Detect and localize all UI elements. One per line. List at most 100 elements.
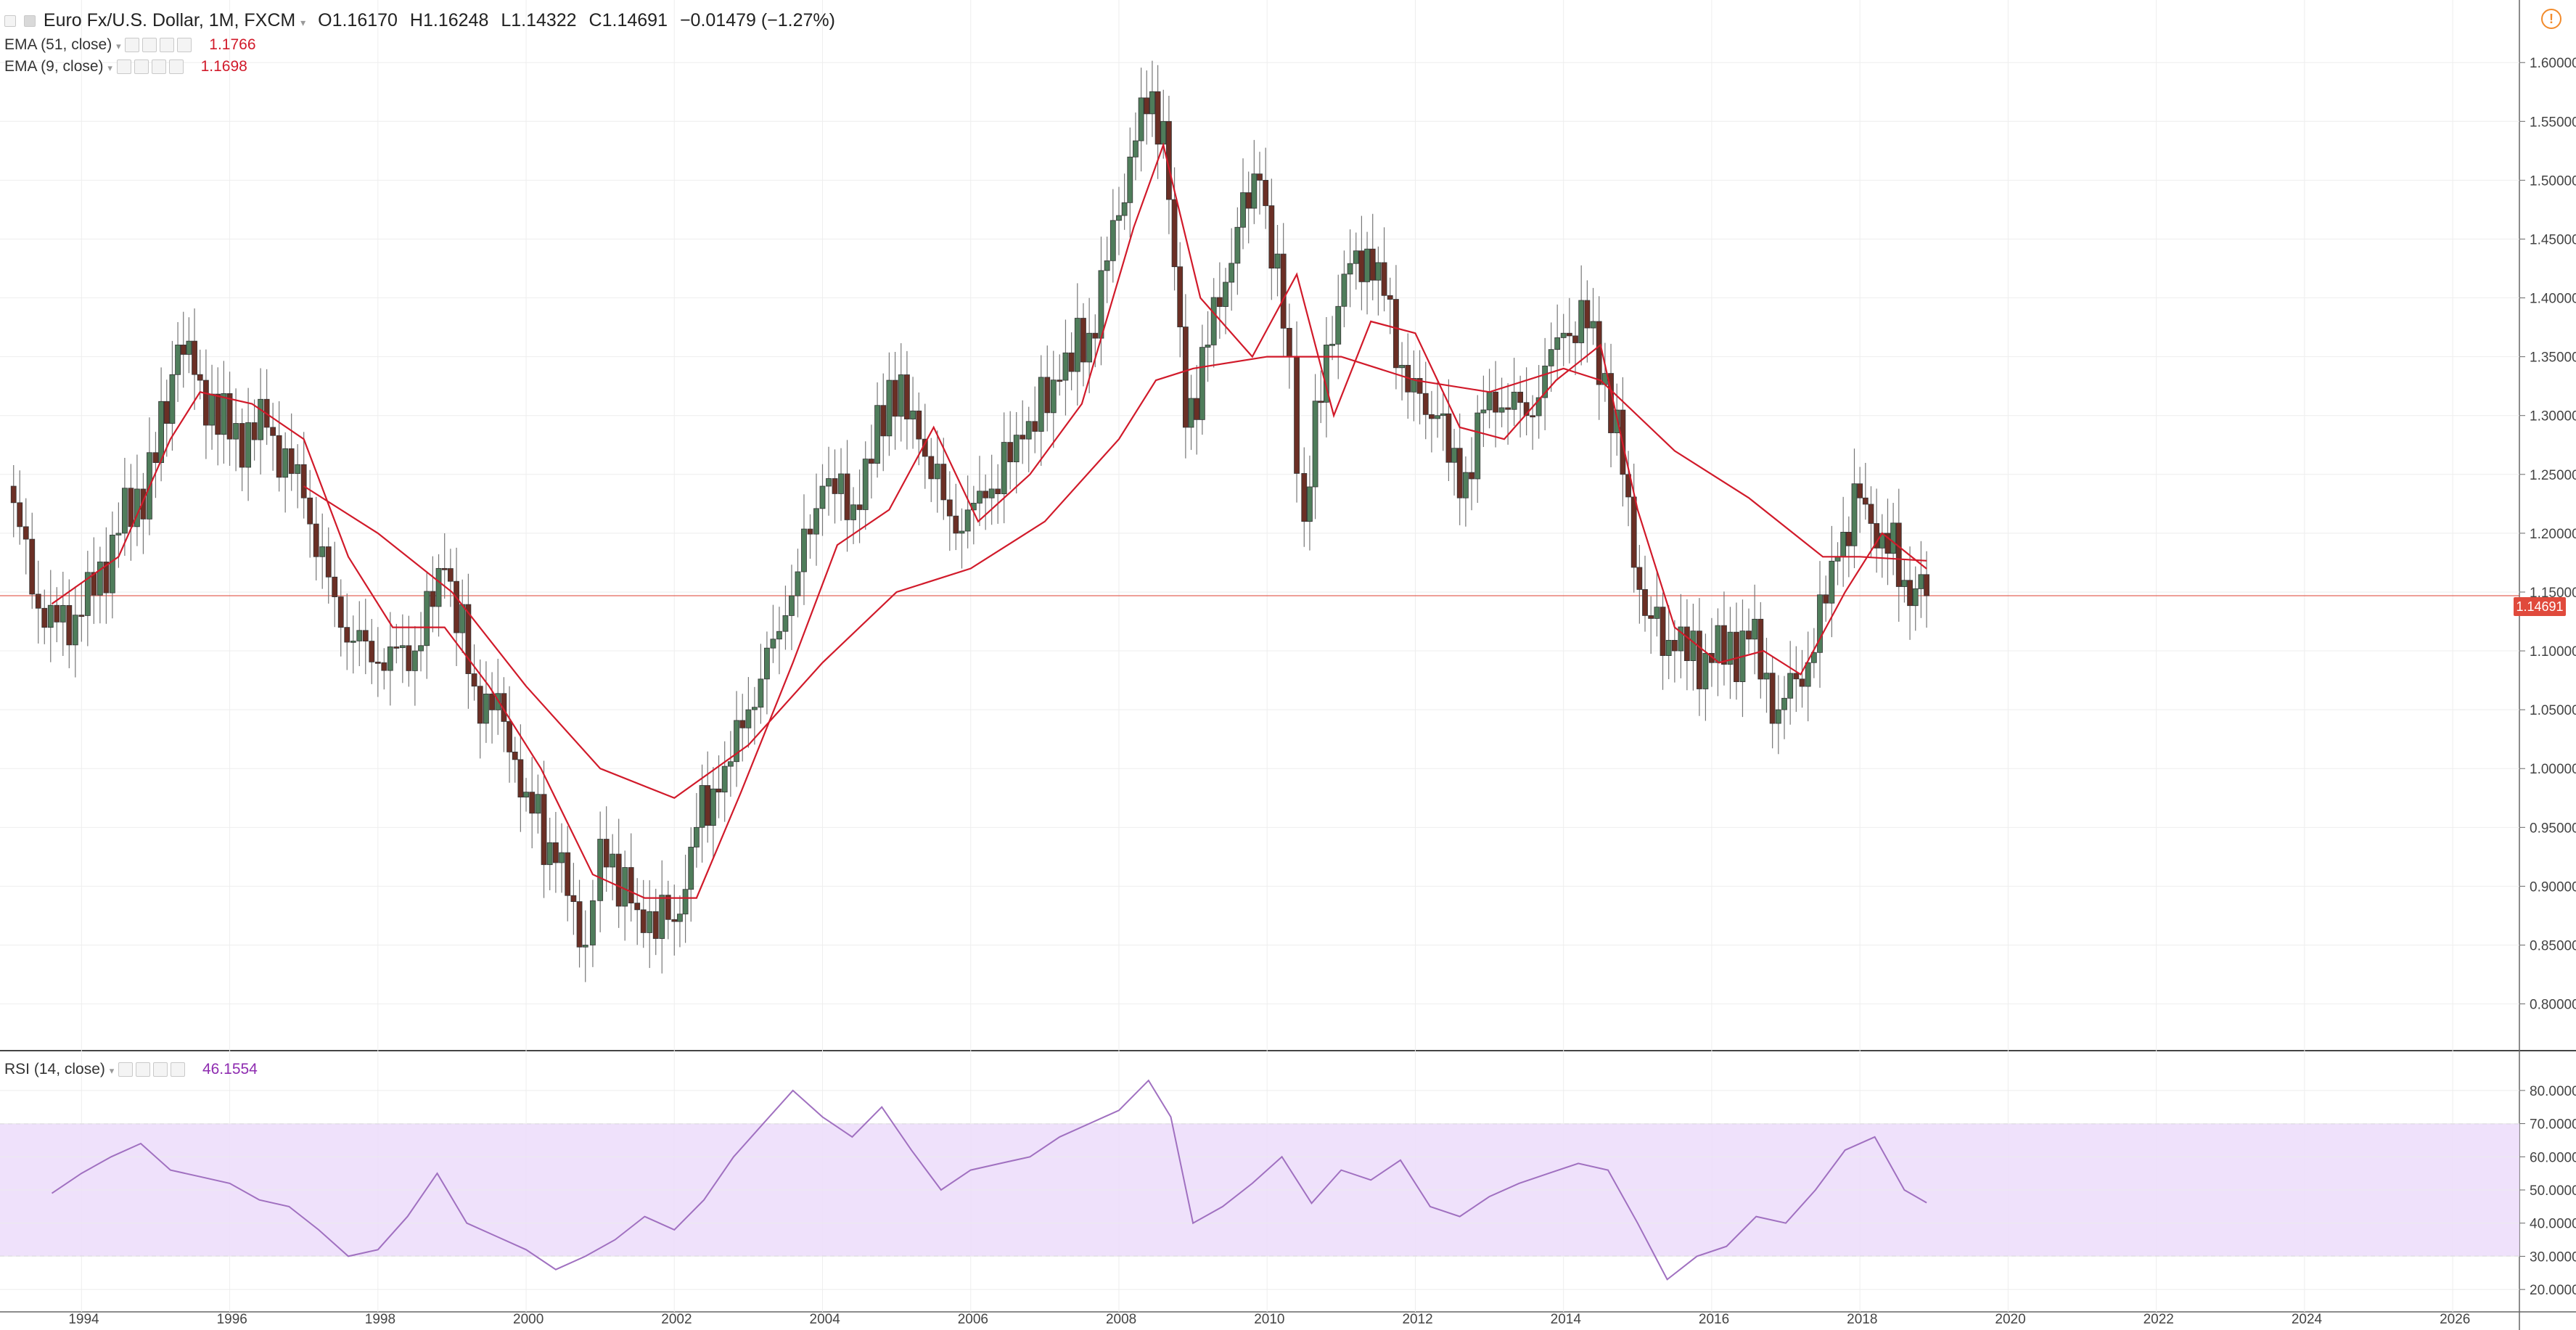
candle-body[interactable] — [1411, 378, 1417, 393]
candle-body[interactable] — [447, 568, 454, 582]
candle-body[interactable] — [764, 647, 770, 680]
candle-body[interactable] — [209, 393, 215, 426]
candle-body[interactable] — [694, 826, 700, 847]
candle-body[interactable] — [964, 509, 971, 532]
rsi-line[interactable] — [51, 1079, 1927, 1281]
candle-body[interactable] — [300, 464, 307, 498]
candle-body[interactable] — [97, 562, 103, 596]
chevron-down-icon[interactable]: ▾ — [109, 1065, 115, 1076]
candle-body[interactable] — [1901, 580, 1908, 587]
candle-body[interactable] — [109, 534, 115, 594]
candle-body[interactable] — [1560, 332, 1567, 338]
candle-body[interactable] — [1074, 318, 1080, 372]
candle-body[interactable] — [1636, 567, 1643, 590]
candle-body[interactable] — [1205, 345, 1211, 348]
candle-body[interactable] — [850, 504, 856, 520]
candle-body[interactable] — [1307, 486, 1313, 522]
candle-body[interactable] — [590, 900, 596, 945]
candle-body[interactable] — [832, 478, 838, 494]
candle-body[interactable] — [517, 759, 524, 797]
candle-body[interactable] — [332, 576, 338, 597]
candle-body[interactable] — [477, 686, 483, 724]
candle-body[interactable] — [430, 591, 436, 607]
ema9-label[interactable]: EMA (9, close) — [4, 58, 104, 75]
candle-body[interactable] — [319, 546, 326, 557]
candle-body[interactable] — [710, 788, 716, 826]
candle-body[interactable] — [1020, 435, 1026, 440]
candle-body[interactable] — [1690, 631, 1697, 662]
candle-body[interactable] — [1301, 473, 1308, 522]
candle-body[interactable] — [202, 379, 209, 426]
candle-body[interactable] — [411, 650, 418, 671]
candle-body[interactable] — [180, 345, 186, 355]
candle-body[interactable] — [158, 401, 165, 463]
candle-body[interactable] — [387, 646, 393, 671]
candle-body[interactable] — [1696, 631, 1702, 689]
candle-body[interactable] — [350, 641, 356, 643]
candle-body[interactable] — [934, 464, 940, 480]
candle-body[interactable] — [1092, 332, 1099, 339]
eye-icon[interactable] — [116, 59, 131, 75]
candle-body[interactable] — [1660, 607, 1666, 656]
ema51-line[interactable] — [303, 356, 1927, 800]
candle-body[interactable] — [1268, 205, 1275, 268]
candle-body[interactable] — [699, 785, 705, 828]
candle-body[interactable] — [1138, 97, 1144, 141]
candle-body[interactable] — [337, 596, 344, 628]
candle-body[interactable] — [1392, 299, 1399, 369]
candle-body[interactable] — [1683, 626, 1690, 662]
candle-body[interactable] — [1013, 435, 1020, 463]
candle-body[interactable] — [1149, 91, 1155, 115]
candle-body[interactable] — [1160, 120, 1167, 145]
candle-body[interactable] — [1216, 297, 1223, 307]
candle-body[interactable] — [78, 615, 85, 617]
candle-body[interactable] — [1874, 523, 1880, 549]
candle-body[interactable] — [1840, 532, 1847, 557]
candle-body[interactable] — [1341, 274, 1348, 307]
candle-body[interactable] — [1851, 483, 1858, 546]
candle-body[interactable] — [215, 393, 221, 435]
candle-body[interactable] — [916, 410, 922, 440]
candle-body[interactable] — [221, 393, 227, 435]
candle-body[interactable] — [140, 488, 147, 520]
candle-body[interactable] — [17, 502, 23, 528]
candle-body[interactable] — [1857, 483, 1863, 498]
candle-body[interactable] — [1810, 652, 1817, 663]
candle-body[interactable] — [1133, 140, 1139, 157]
candle-body[interactable] — [745, 709, 752, 728]
candle-body[interactable] — [295, 464, 301, 475]
candle-body[interactable] — [1358, 250, 1365, 282]
candle-body[interactable] — [1399, 364, 1405, 369]
candle-body[interactable] — [1702, 652, 1709, 689]
candle-body[interactable] — [647, 911, 653, 933]
candle-body[interactable] — [1312, 401, 1318, 488]
candle-body[interactable] — [1364, 248, 1370, 282]
candle-body[interactable] — [1104, 260, 1110, 271]
candle-body[interactable] — [715, 788, 722, 793]
candle-body[interactable] — [1912, 588, 1919, 607]
candle-body[interactable] — [288, 448, 295, 475]
candle-body[interactable] — [795, 571, 801, 596]
candle-body[interactable] — [995, 488, 1001, 495]
candle-body[interactable] — [1715, 625, 1721, 663]
candle-body[interactable] — [1625, 474, 1631, 498]
candle-body[interactable] — [1486, 391, 1493, 411]
chevron-down-icon[interactable]: ▾ — [107, 62, 112, 73]
candle-body[interactable] — [869, 459, 874, 464]
candle-body[interactable] — [1375, 262, 1382, 281]
candle-body[interactable] — [29, 538, 36, 595]
candle-body[interactable] — [1188, 398, 1194, 428]
candle-body[interactable] — [1199, 347, 1205, 420]
candle-body[interactable] — [1171, 199, 1178, 268]
candle-body[interactable] — [1654, 607, 1660, 619]
candle-body[interactable] — [1228, 263, 1235, 283]
candle-body[interactable] — [1416, 378, 1423, 394]
candle-body[interactable] — [826, 478, 832, 487]
candle-body[interactable] — [134, 488, 140, 528]
settings-icon[interactable] — [136, 1062, 151, 1077]
candle-body[interactable] — [946, 499, 953, 517]
candle-body[interactable] — [245, 422, 251, 468]
candle-body[interactable] — [610, 853, 616, 868]
candle-body[interactable] — [862, 459, 869, 510]
